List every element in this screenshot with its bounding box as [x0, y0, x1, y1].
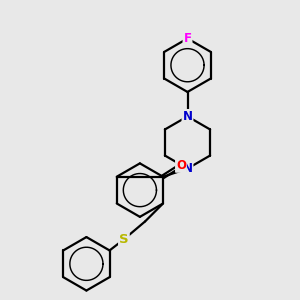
- Text: N: N: [182, 110, 193, 123]
- Text: F: F: [184, 32, 191, 45]
- Text: N: N: [182, 162, 193, 175]
- Text: S: S: [119, 233, 129, 246]
- Text: O: O: [176, 159, 186, 172]
